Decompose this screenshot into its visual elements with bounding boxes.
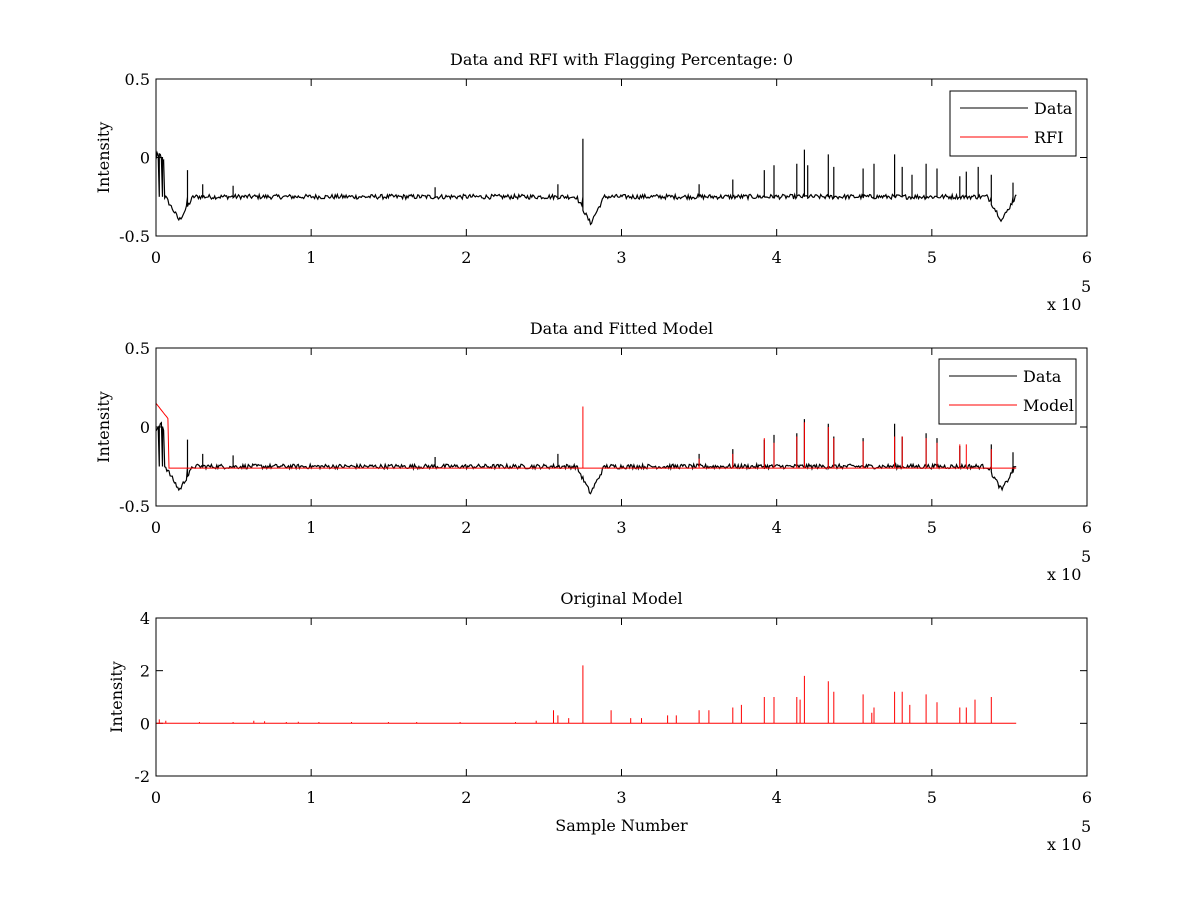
x-tick-label: 4: [772, 518, 782, 537]
x-multiplier-exponent: 5: [1081, 277, 1091, 296]
plot-area: [156, 618, 1087, 776]
x-tick-label: 5: [927, 788, 937, 807]
x-tick-label: 6: [1082, 248, 1092, 267]
x-multiplier-exponent: 5: [1081, 547, 1091, 566]
x-tick-label: 6: [1082, 788, 1092, 807]
x-axis-label: Sample Number: [555, 816, 688, 835]
x-tick-label: 4: [772, 788, 782, 807]
series-line-data: [156, 419, 1017, 495]
x-tick-label: 0: [151, 788, 161, 807]
chart-2: Data and Fitted Model Intensity 0 1 2 3 4 5 6 -0.…: [94, 319, 1092, 584]
x-tick-label: 2: [461, 788, 471, 807]
x-tick-label: 3: [616, 248, 626, 267]
y-tick-label: 0: [140, 418, 150, 437]
x-multiplier-label: x 10: [1047, 835, 1081, 854]
y-tick-label: 0: [140, 149, 150, 168]
axes-frame: [155, 617, 1088, 777]
y-tick-label: 0.5: [125, 70, 150, 89]
y-tick-label: 4: [140, 609, 150, 628]
y-axis-label: Intensity: [107, 661, 126, 733]
y-tick-label: 0: [140, 714, 150, 733]
plot-area: [156, 348, 1087, 506]
y-tick-label: -2: [134, 767, 150, 786]
y-axis-label: Intensity: [94, 122, 113, 194]
x-tick-label: 6: [1082, 518, 1092, 537]
legend-entry: RFI: [1034, 128, 1063, 147]
chart-3: Original Model Intensity Sample Number 0 1 2 3…: [107, 589, 1092, 854]
x-tick-label: 1: [306, 788, 316, 807]
y-tick-label: -0.5: [119, 227, 150, 246]
axes-frame: [155, 347, 1088, 507]
x-tick-label: 4: [772, 248, 782, 267]
legend-box: [938, 358, 1077, 425]
x-multiplier-label: x 10: [1047, 565, 1081, 584]
legend-entry: Data: [1023, 367, 1062, 386]
legend-box: [949, 90, 1077, 157]
chart-title: Original Model: [560, 589, 682, 608]
chart-title: Data and RFI with Flagging Percentage: 0: [450, 50, 793, 69]
legend-entry: Data: [1034, 99, 1073, 118]
x-tick-label: 1: [306, 518, 316, 537]
plot-area: [156, 79, 1087, 236]
x-tick-label: 5: [927, 248, 937, 267]
series-line-data: [156, 138, 1017, 226]
y-tick-label: 2: [140, 662, 150, 681]
x-tick-label: 0: [151, 518, 161, 537]
x-tick-label: 5: [927, 518, 937, 537]
x-tick-label: 3: [616, 788, 626, 807]
y-tick-label: -0.5: [119, 497, 150, 516]
y-axis-label: Intensity: [94, 391, 113, 463]
chart-title: Data and Fitted Model: [530, 319, 713, 338]
x-tick-label: 2: [461, 518, 471, 537]
x-multiplier-label: x 10: [1047, 295, 1081, 314]
x-tick-label: 0: [151, 248, 161, 267]
legend-entry: Model: [1023, 396, 1074, 415]
legend: Data RFI: [949, 90, 1077, 157]
axes-frame: [155, 78, 1088, 237]
chart-1: Data and RFI with Flagging Percentage: 0…: [94, 50, 1092, 314]
series-line-model: [156, 402, 1017, 469]
x-multiplier-exponent: 5: [1081, 817, 1091, 836]
x-tick-label: 2: [461, 248, 471, 267]
x-tick-label: 3: [616, 518, 626, 537]
x-tick-label: 1: [306, 248, 316, 267]
y-tick-label: 0.5: [125, 339, 150, 358]
series-line-model: [156, 665, 1017, 724]
legend: Data Model: [938, 358, 1077, 425]
